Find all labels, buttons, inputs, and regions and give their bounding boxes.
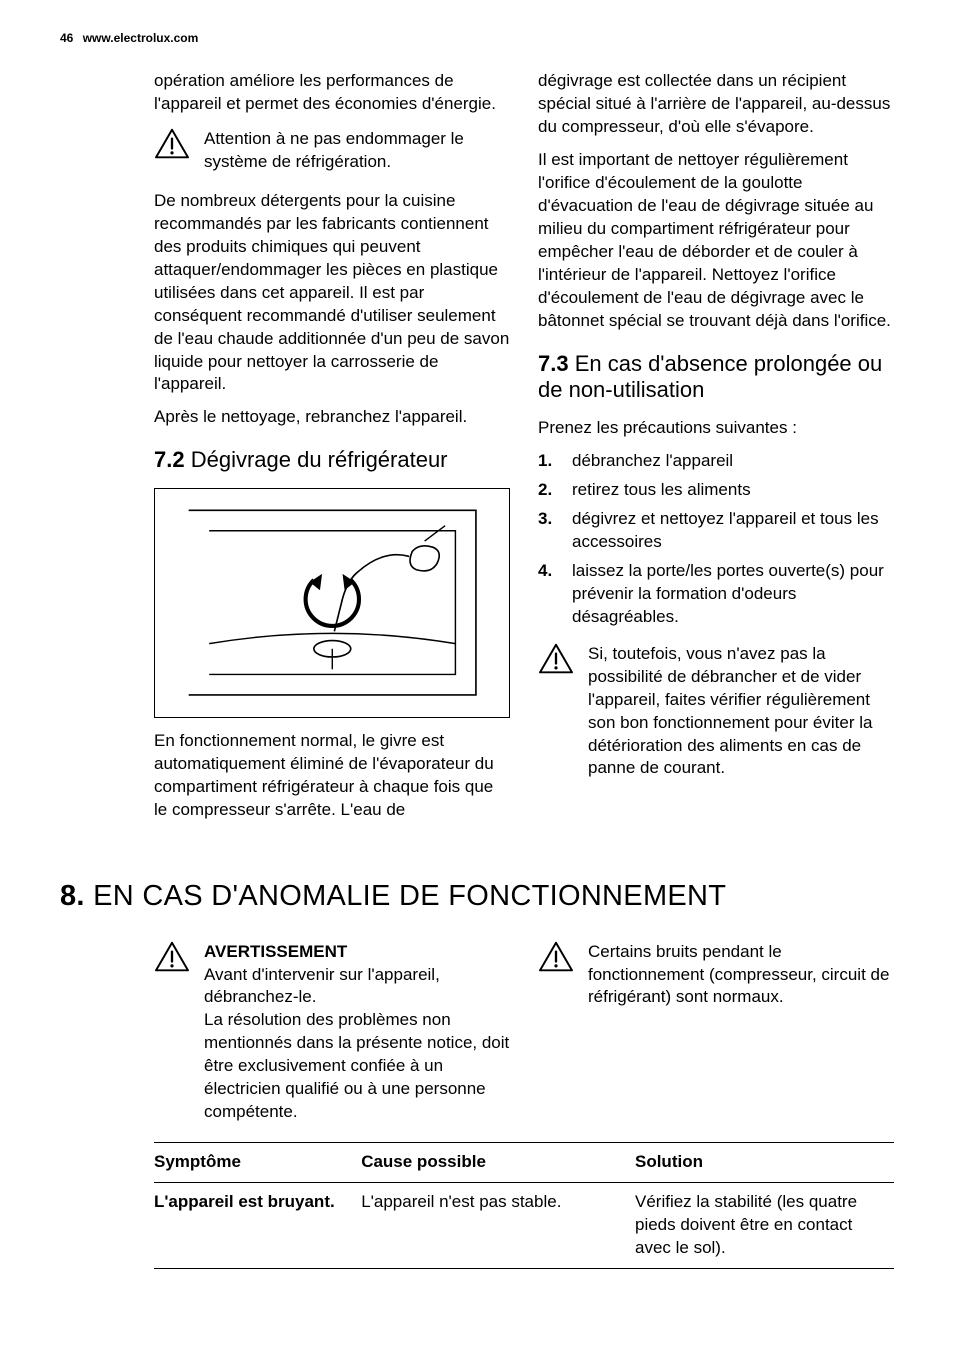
warning-icon (538, 941, 574, 980)
heading-8-num: 8. (60, 880, 85, 912)
avertissement-block: AVERTISSEMENT Avant d'intervenir sur l'a… (154, 941, 510, 1125)
para-operation: opération améliore les performances de l… (154, 70, 510, 116)
heading-7-3-num: 7.3 (538, 351, 569, 376)
avertissement-text: AVERTISSEMENT Avant d'intervenir sur l'a… (204, 941, 510, 1125)
warning-absence-text: Si, toutefois, vous n'avez pas la possib… (588, 643, 894, 781)
page-number: 46 (60, 30, 73, 46)
th-cause: Cause possible (361, 1143, 635, 1183)
figure-defrost-drain (154, 488, 510, 718)
info-noise-block: Certains bruits pendant le fonctionnemen… (538, 941, 894, 1125)
left-column: opération améliore les performances de l… (60, 70, 510, 831)
precaution-steps: débranchez l'appareil retirez tous les a… (538, 450, 894, 629)
warning-icon (154, 128, 190, 167)
step-1: débranchez l'appareil (538, 450, 894, 473)
page-header: 46 www.electrolux.com (60, 30, 894, 46)
th-solution: Solution (635, 1143, 894, 1183)
troubleshoot-table: Symptôme Cause possible Solution L'appar… (154, 1142, 894, 1269)
para-clean-drain: Il est important de nettoyer régulièreme… (538, 149, 894, 333)
table-header-row: Symptôme Cause possible Solution (154, 1143, 894, 1183)
heading-7-2-txt: Dégivrage du réfrigérateur (185, 447, 448, 472)
step-3: dégivrez et nettoyez l'appareil et tous … (538, 508, 894, 554)
info-noise-text: Certains bruits pendant le fonctionnemen… (588, 941, 894, 1010)
heading-8-txt: EN CAS D'ANOMALIE DE FONCTIONNEMENT (85, 880, 727, 912)
step-2: retirez tous les aliments (538, 479, 894, 502)
warning-absence: Si, toutefois, vous n'avez pas la possib… (538, 643, 894, 781)
section-8: 8. EN CAS D'ANOMALIE DE FONCTIONNEMENT A… (60, 877, 894, 1268)
site-url: www.electrolux.com (83, 31, 199, 45)
td-solution: Vérifiez la stabilité (les quatre pieds … (635, 1183, 894, 1269)
warning-text: Attention à ne pas endommager le système… (204, 128, 510, 174)
heading-7-2-num: 7.2 (154, 447, 185, 472)
right-column: dégivrage est collectée dans un récipien… (538, 70, 894, 831)
main-columns: opération améliore les performances de l… (60, 70, 894, 831)
heading-7-3: 7.3 En cas d'absence prolongée ou de non… (538, 351, 894, 404)
section-8-columns: AVERTISSEMENT Avant d'intervenir sur l'a… (60, 941, 894, 1125)
para-after-clean: Après le nettoyage, rebranchez l'apparei… (154, 406, 510, 429)
heading-8: 8. EN CAS D'ANOMALIE DE FONCTIONNEMENT (60, 877, 894, 916)
warning-icon (154, 941, 190, 980)
th-symptom: Symptôme (154, 1143, 361, 1183)
para-normal-operation: En fonctionnement normal, le givre est a… (154, 730, 510, 822)
defrost-illustration (173, 500, 492, 705)
step-4: laissez la porte/les portes ouverte(s) p… (538, 560, 894, 629)
td-symptom: L'appareil est bruyant. (154, 1183, 361, 1269)
para-defrost-water: dégivrage est collectée dans un récipien… (538, 70, 894, 139)
td-cause: L'appareil n'est pas stable. (361, 1183, 635, 1269)
heading-7-3-txt: En cas d'absence prolongée ou de non-uti… (538, 351, 882, 402)
avertissement-body: Avant d'intervenir sur l'appareil, débra… (204, 965, 509, 1122)
para-detergents: De nombreux détergents pour la cuisine r… (154, 190, 510, 396)
para-precautions: Prenez les précautions suivantes : (538, 417, 894, 440)
table-row: L'appareil est bruyant. L'appareil n'est… (154, 1183, 894, 1269)
warning-refrigeration: Attention à ne pas endommager le système… (154, 128, 510, 174)
avertissement-head: AVERTISSEMENT (204, 941, 510, 964)
warning-icon (538, 643, 574, 682)
heading-7-2: 7.2 Dégivrage du réfrigérateur (154, 447, 510, 473)
